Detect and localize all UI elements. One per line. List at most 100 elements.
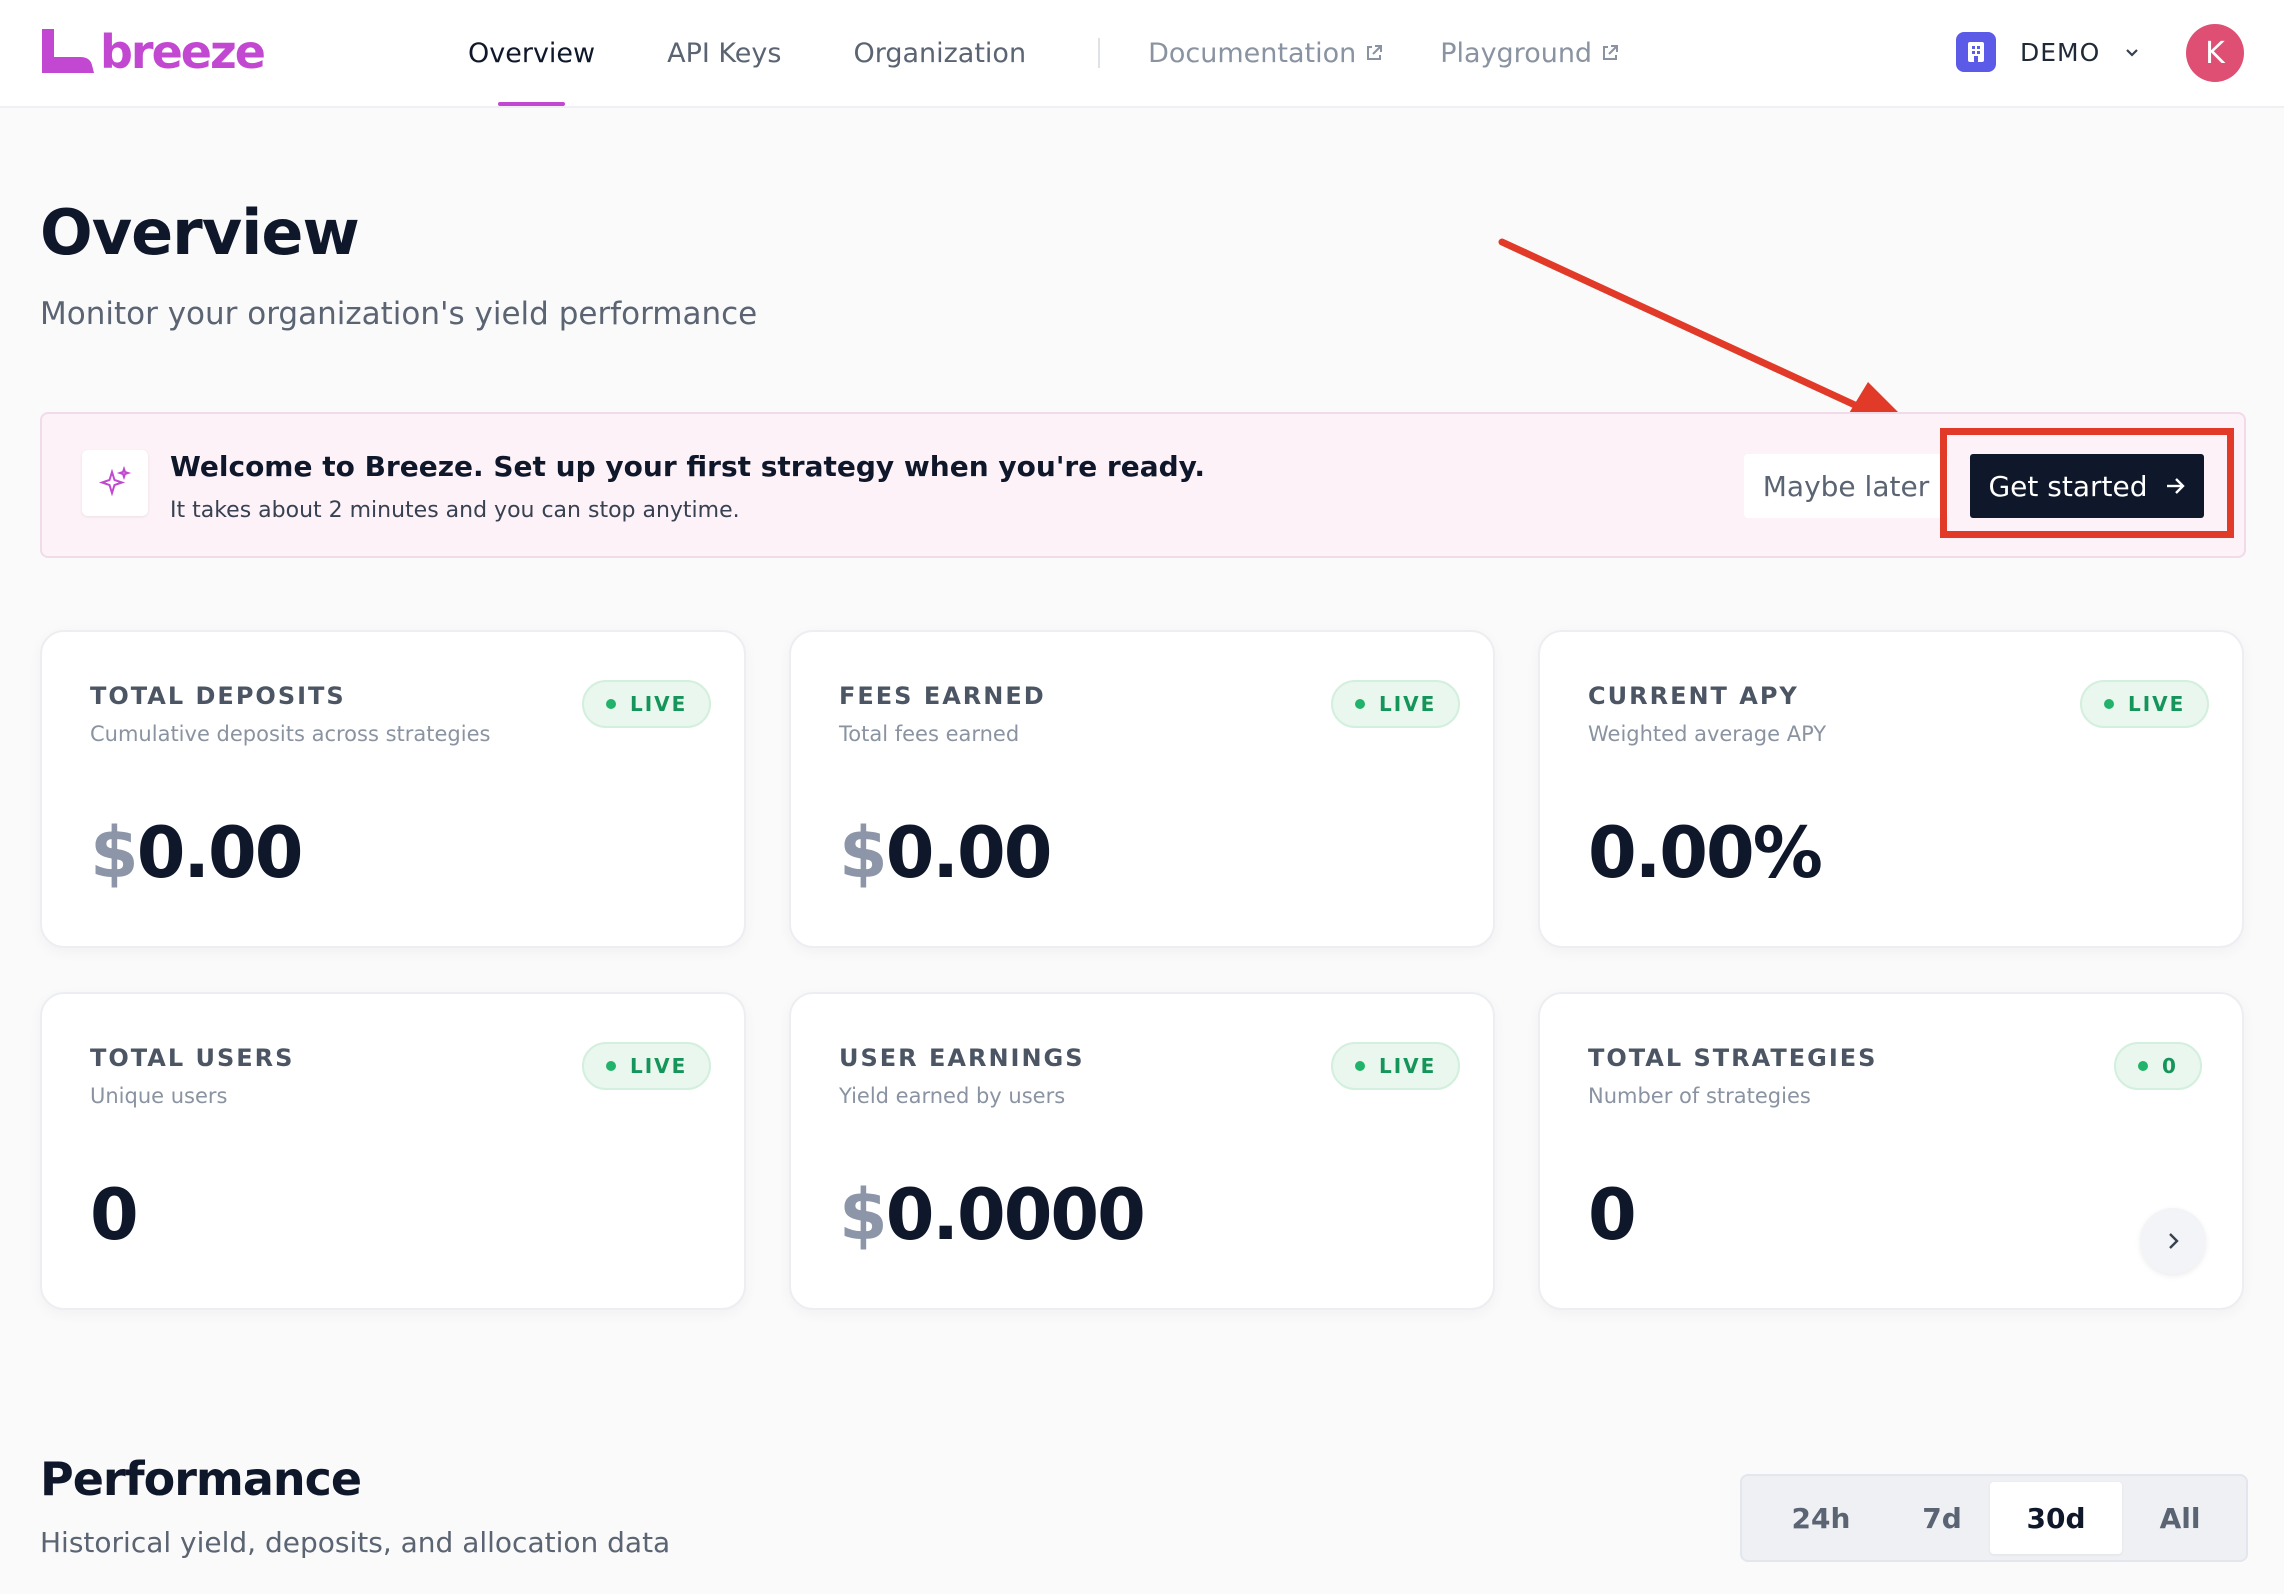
status-dot-icon — [2138, 1061, 2148, 1071]
stat-value: 0 — [1588, 1174, 1637, 1256]
nav-api-keys-label: API Keys — [667, 37, 782, 69]
badge-label: LIVE — [1379, 692, 1437, 716]
stat-number: 0.00 — [136, 812, 304, 894]
annotation-highlight-box — [1940, 428, 2234, 538]
stat-card-total-deposits: TOTAL DEPOSITS Cumulative deposits acros… — [40, 630, 746, 948]
live-badge: LIVE — [2080, 680, 2210, 728]
live-badge: LIVE — [1331, 1042, 1461, 1090]
stat-card-fees-earned: FEES EARNED Total fees earned $0.00 LIVE — [789, 630, 1495, 948]
range-label: 30d — [2026, 1501, 2086, 1535]
stat-label: TOTAL STRATEGIES — [1588, 1044, 1878, 1072]
breeze-logo[interactable]: breeze — [40, 25, 266, 79]
stat-label: CURRENT APY — [1588, 682, 1799, 710]
user-avatar[interactable]: K — [2186, 24, 2244, 82]
range-label: All — [2159, 1501, 2201, 1535]
stat-label: USER EARNINGS — [839, 1044, 1085, 1072]
welcome-banner: Welcome to Breeze. Set up your first str… — [40, 412, 2246, 558]
stat-number: 0.00% — [1588, 812, 1823, 894]
stat-number: 0.0000 — [885, 1174, 1146, 1256]
stat-description: Unique users — [90, 1084, 228, 1108]
stat-card-current-apy: CURRENT APY Weighted average APY 0.00% L… — [1538, 630, 2244, 948]
page-subtitle: Monitor your organization's yield perfor… — [40, 296, 758, 332]
breeze-logo-icon — [42, 29, 94, 73]
stat-label: TOTAL DEPOSITS — [90, 682, 346, 710]
time-range-selector: 24h 7d 30d All — [1740, 1474, 2248, 1562]
next-button[interactable] — [2140, 1208, 2206, 1274]
nav-playground-label: Playground — [1440, 37, 1593, 69]
range-label: 24h — [1791, 1501, 1851, 1535]
stat-value: $0.00 — [90, 812, 304, 894]
avatar-initial: K — [2205, 35, 2225, 71]
badge-label: 0 — [2162, 1054, 2178, 1078]
nav-divider — [1098, 38, 1101, 68]
currency-symbol: $ — [839, 1174, 888, 1256]
brand-name: breeze — [100, 25, 266, 79]
banner-subtitle: It takes about 2 minutes and you can sto… — [170, 498, 740, 523]
nav-overview[interactable]: Overview — [468, 0, 595, 106]
nav-documentation-label: Documentation — [1148, 37, 1357, 69]
main-nav: Overview API Keys Organization Documenta… — [468, 0, 1676, 106]
stat-value: $0.0000 — [839, 1174, 1146, 1256]
performance-title: Performance — [40, 1452, 362, 1506]
range-24h-button[interactable]: 24h — [1748, 1482, 1894, 1554]
stat-description: Weighted average APY — [1588, 722, 1827, 746]
badge-label: LIVE — [2128, 692, 2186, 716]
stat-label: FEES EARNED — [839, 682, 1046, 710]
stat-description: Yield earned by users — [839, 1084, 1066, 1108]
banner-title: Welcome to Breeze. Set up your first str… — [170, 450, 1205, 483]
performance-subtitle: Historical yield, deposits, and allocati… — [40, 1526, 671, 1559]
stat-value: 0 — [90, 1174, 139, 1256]
nav-documentation[interactable]: Documentation — [1148, 0, 1384, 106]
badge-label: LIVE — [630, 1054, 688, 1078]
external-link-icon — [1603, 45, 1619, 60]
range-7d-button[interactable]: 7d — [1894, 1482, 1990, 1554]
status-dot-icon — [1355, 699, 1365, 709]
range-30d-button[interactable]: 30d — [1990, 1482, 2122, 1554]
stat-value: $0.00 — [839, 812, 1053, 894]
live-badge: LIVE — [582, 680, 712, 728]
live-badge: LIVE — [1331, 680, 1461, 728]
get-started-button[interactable]: Get started — [1970, 454, 2204, 518]
maybe-later-button[interactable]: Maybe later — [1744, 454, 1948, 518]
currency-symbol: $ — [90, 812, 139, 894]
stat-label: TOTAL USERS — [90, 1044, 295, 1072]
chevron-down-icon — [2126, 49, 2139, 57]
nav-overview-label: Overview — [468, 37, 596, 69]
stat-number: 0 — [1588, 1174, 1637, 1256]
arrow-right-icon — [2166, 478, 2185, 494]
page-title: Overview — [40, 196, 360, 269]
org-switcher[interactable]: DEMO — [1956, 32, 2142, 72]
currency-symbol: $ — [839, 812, 888, 894]
count-badge: 0 — [2114, 1042, 2202, 1090]
stat-description: Number of strategies — [1588, 1084, 1811, 1108]
live-badge: LIVE — [582, 1042, 712, 1090]
org-name: DEMO — [2020, 37, 2101, 67]
sparkles-icon — [82, 450, 148, 516]
status-dot-icon — [2104, 699, 2114, 709]
status-dot-icon — [1355, 1061, 1365, 1071]
badge-label: LIVE — [630, 692, 688, 716]
range-label: 7d — [1922, 1501, 1962, 1535]
get-started-label: Get started — [1988, 469, 2148, 503]
annotation-arrow-icon — [1498, 238, 1918, 432]
external-link-icon — [1367, 45, 1383, 60]
building-icon — [1956, 32, 1996, 72]
status-dot-icon — [606, 1061, 616, 1071]
stat-card-total-strategies: TOTAL STRATEGIES Number of strategies 0 … — [1538, 992, 2244, 1310]
stat-number: 0.00 — [885, 812, 1053, 894]
chevron-right-icon — [2169, 1233, 2179, 1249]
nav-playground[interactable]: Playground — [1440, 0, 1620, 106]
stat-number: 0 — [90, 1174, 139, 1256]
nav-api-keys[interactable]: API Keys — [667, 0, 781, 106]
stat-card-total-users: TOTAL USERS Unique users 0 LIVE — [40, 992, 746, 1310]
status-dot-icon — [606, 699, 616, 709]
stat-description: Total fees earned — [839, 722, 1020, 746]
nav-organization[interactable]: Organization — [853, 0, 1026, 106]
stat-value: 0.00% — [1588, 812, 1823, 894]
top-nav-bar: breeze Overview API Keys Organization Do… — [0, 0, 2284, 108]
maybe-later-label: Maybe later — [1762, 469, 1930, 503]
badge-label: LIVE — [1379, 1054, 1437, 1078]
stat-card-user-earnings: USER EARNINGS Yield earned by users $0.0… — [789, 992, 1495, 1310]
stat-description: Cumulative deposits across strategies — [90, 722, 491, 746]
range-all-button[interactable]: All — [2122, 1482, 2238, 1554]
